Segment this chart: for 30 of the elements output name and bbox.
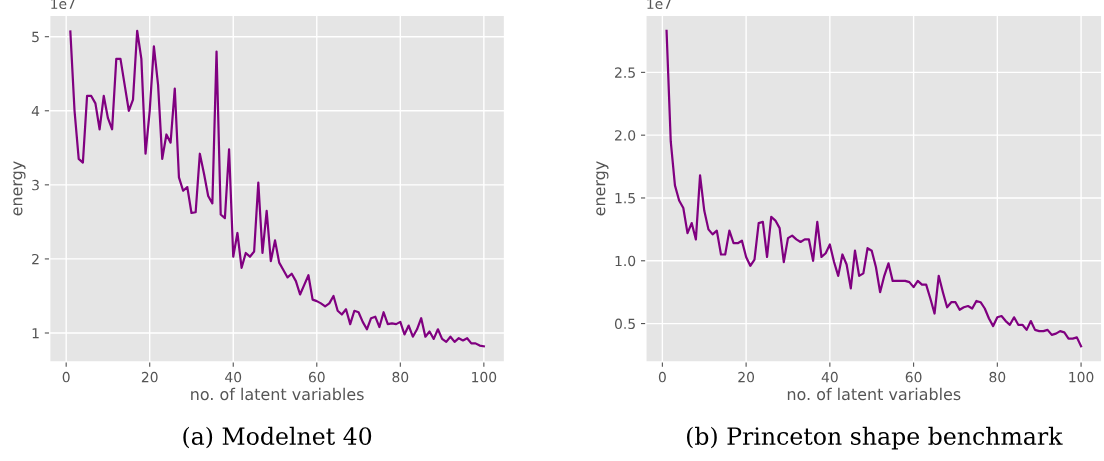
y-tick-label: 4 — [31, 105, 40, 117]
x-tick-label: 20 — [738, 371, 755, 383]
y-tick-label: 2 — [32, 253, 39, 265]
x-tick-label: 80 — [392, 371, 409, 383]
x-tick-label: 100 — [472, 371, 497, 383]
y-tick-label: 3 — [32, 179, 39, 191]
text: (b) Princeton shape benchmark — [687, 426, 1063, 450]
x-tick-label: 40 — [821, 371, 838, 383]
x-tick-label: 100 — [1069, 371, 1094, 383]
y-tick-label: 1 — [32, 328, 39, 339]
x-tick-label: 0 — [62, 371, 70, 383]
y-tick-label: 1.0 — [615, 255, 636, 267]
x-tick-label: 60 — [308, 371, 325, 383]
x-tick-label: 40 — [225, 371, 242, 383]
y-tick-label: 1.5 — [615, 193, 635, 204]
line-series — [665, 29, 1083, 348]
x-tick-label: 60 — [905, 371, 922, 383]
text: (a) Modelnet 40 — [183, 426, 372, 449]
x-tick-label: 0 — [658, 371, 666, 383]
x-axis-title: no. of latent variables — [191, 387, 364, 401]
line-series — [69, 29, 485, 348]
y-tick-label: 5 — [32, 31, 39, 43]
x-axis-title: no. of latent variables — [787, 387, 961, 401]
x-tick-label: 80 — [989, 371, 1006, 383]
y-tick-label: 2.5 — [615, 67, 635, 78]
y-axis-title: energy — [13, 161, 26, 216]
y-tick-label: 0.5 — [614, 318, 635, 330]
y-axis-title: energy — [596, 161, 609, 216]
y-tick-label: 2.0 — [615, 130, 636, 141]
x-tick-label: 20 — [141, 371, 158, 383]
